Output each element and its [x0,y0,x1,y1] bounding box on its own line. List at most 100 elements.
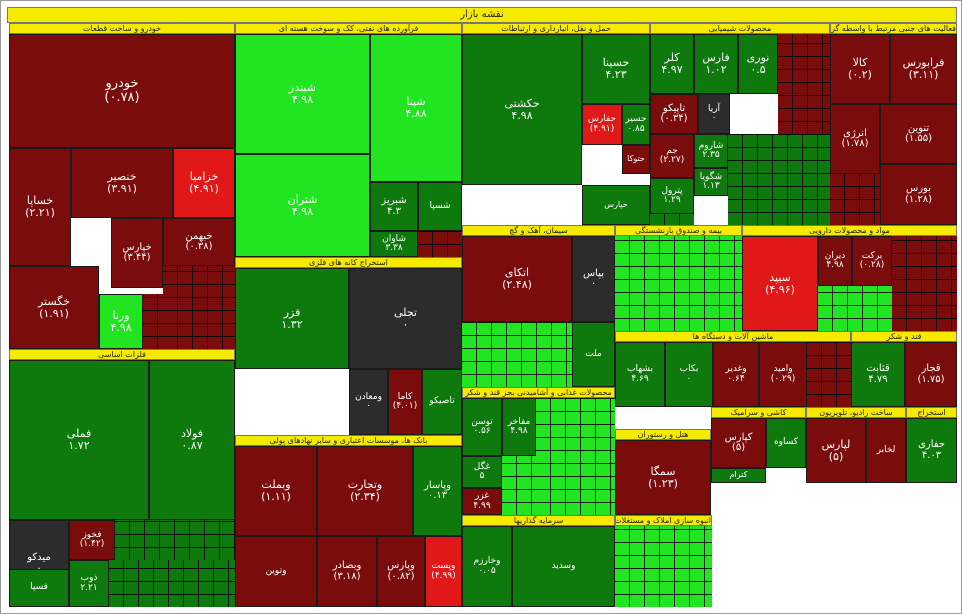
sector-label[interactable]: بیمه و صندوق بازنشستگی [615,225,742,236]
stock-tile[interactable]: لپارس (۵) [806,418,866,483]
stock-tile[interactable]: تاصیکو [422,369,462,435]
stock-tile[interactable]: وغدیر ۰.۶۴ [713,342,759,407]
stock-tile[interactable]: توسن ۰.۵۶ [462,398,502,456]
stock-tile[interactable]: وپارس (۰.۸۲) [377,536,425,607]
stock-tile[interactable]: فسپا [9,569,69,607]
small-stocks-mosaic[interactable] [418,231,462,257]
stock-tile[interactable]: خزامیا (۴.۹۱) [173,148,235,218]
stock-tile[interactable]: فارس ۱.۰۲ [694,34,738,94]
stock-tile[interactable]: ذوب ۲.۲۱ [69,560,109,607]
small-stocks-mosaic[interactable] [615,236,742,331]
stock-tile[interactable]: وسدید [512,526,615,607]
sector-label[interactable]: مواد و محصولات دارویی [742,225,957,236]
stock-tile[interactable]: جم (۲.۲۷) [650,134,694,178]
stock-tile[interactable]: فولاد ۰.۸۷ [149,360,235,520]
stock-tile[interactable]: حکشتی ۴.۹۸ [462,34,582,185]
stock-tile[interactable]: بکاب ۰ [665,342,713,407]
stock-tile[interactable]: پترول ۱.۲۹ [650,178,694,214]
stock-tile[interactable]: ومعادن ۰ [349,369,388,435]
sector-label[interactable]: فرآورده های نفتی، کک و سوخت هسته ای [235,23,462,34]
stock-tile[interactable]: خنصیر (۳.۹۱) [71,148,173,218]
stock-tile[interactable]: خودرو (۰.۷۸) [9,34,235,148]
stock-tile[interactable]: تاپیکو (۰.۳۴) [650,94,698,134]
stock-tile[interactable]: خپارس (۳.۴۴) [111,218,163,288]
stock-tile[interactable]: تنوین (۱.۵۵) [880,104,957,164]
sector-label[interactable]: محصولات غذایی و آشامیدنی بجز قند و شکر [462,387,615,398]
small-stocks-mosaic[interactable] [818,286,892,331]
stock-tile[interactable]: قثابت ۴.۷۹ [851,342,905,407]
stock-tile[interactable]: شتران ۴.۹۸ [235,154,370,257]
stock-tile[interactable]: ورنا ۴.۹۸ [99,294,143,349]
stock-tile[interactable]: وپاسار ۰.۱۳ [413,446,462,536]
stock-tile[interactable]: وبملت (۱.۱۱) [235,446,317,536]
stock-tile[interactable]: کالا (۰.۲) [830,34,890,104]
stock-tile[interactable]: وخارزم ۰.۰۵ [462,526,512,607]
stock-tile[interactable]: وتوین [235,536,317,607]
stock-tile[interactable]: فخوز (۱.۴۲) [69,520,115,560]
stock-tile[interactable]: اتکای (۲.۴۸) [462,236,572,322]
stock-tile[interactable]: شبریز ۴.۳ [370,182,418,231]
stock-tile[interactable]: فملی ۱.۷۲ [9,360,149,520]
stock-tile[interactable]: غگل ۵ [462,456,502,488]
stock-tile[interactable]: حفاری ۴.۰۳ [906,418,957,483]
stock-tile[interactable]: کپارس (۵) [711,418,766,468]
stock-tile[interactable]: سمگا (۱.۲۳) [615,440,711,515]
stock-tile[interactable]: انرژی (۱.۷۸) [830,104,880,174]
sector-label[interactable]: بانک ها، موسسات اعتباری و سایر نهادهای پ… [235,435,462,446]
sector-label[interactable]: خودرو و ساخت قطعات [9,23,235,34]
stock-tile[interactable]: آریا ۰ [698,94,730,134]
small-stocks-mosaic[interactable] [778,34,830,134]
sector-label[interactable]: فلزات اساسی [9,349,235,360]
small-stocks-mosaic[interactable] [892,236,957,331]
stock-tile[interactable]: لخابر [866,418,906,483]
sector-label[interactable]: قند و شکر [851,331,957,342]
small-stocks-mosaic[interactable] [163,266,235,349]
stock-tile[interactable]: شاروم ۲.۳۵ [694,134,728,168]
small-stocks-mosaic[interactable] [536,398,615,515]
sector-label[interactable]: کاشی و سرامیک [711,407,806,418]
stock-tile[interactable]: خبهمن (۰.۳۸) [163,218,235,266]
small-stocks-mosaic[interactable] [830,174,880,225]
sector-label[interactable]: استخراج کانه های فلزی [235,257,462,268]
sector-label[interactable]: سیمان، آهک و گچ [462,225,615,236]
small-stocks-mosaic[interactable] [502,456,536,515]
stock-tile[interactable]: کلر ۴.۹۷ [650,34,694,94]
sector-label[interactable]: هتل و رستوران [615,429,711,440]
stock-tile[interactable]: شگویا ۱.۱۳ [694,168,728,196]
sector-label[interactable]: ماشین آلات و دستگاه ها [615,331,851,342]
small-stocks-mosaic[interactable] [807,342,851,407]
stock-tile[interactable]: تجلی ۰ [349,268,462,369]
sector-label[interactable]: انبوه سازی املاک و مستغلات [615,515,712,526]
stock-tile[interactable]: وامید (۰.۲۹) [759,342,807,407]
stock-tile[interactable]: شسپا [418,182,462,231]
stock-tile[interactable]: نوری ۰.۵ [738,34,778,94]
stock-tile[interactable]: برکت (۰.۲۸) [852,236,892,286]
small-stocks-mosaic[interactable] [115,520,235,560]
stock-tile[interactable]: حسیر ۰.۸۵ [622,104,650,145]
stock-tile[interactable]: شپنا ۴.۸۸ [370,34,462,182]
small-stocks-mosaic[interactable] [650,214,694,225]
small-stocks-mosaic[interactable] [615,526,712,607]
stock-tile[interactable]: ملت [572,322,615,387]
stock-tile[interactable]: وبصادر (۳.۱۸) [317,536,377,607]
stock-tile[interactable]: کترام [711,468,766,483]
stock-tile[interactable]: قجار (۱.۷۵) [905,342,957,407]
stock-tile[interactable]: وپست (۴.۹۹) [425,536,462,607]
stock-tile[interactable]: شاوان ۳.۳۸ [370,231,418,257]
stock-tile[interactable]: خگستر (۱.۹۱) [9,266,99,349]
sector-label[interactable]: سرمایه گذاریها [462,515,615,526]
stock-tile[interactable]: وتجارت (۲.۳۴) [317,446,413,536]
sector-label[interactable]: فعالیت های جنبی مرتبط با واسطه گری های م… [830,23,957,34]
small-stocks-mosaic[interactable] [143,294,163,349]
stock-tile[interactable]: دیران ۴.۹۸ [818,236,852,286]
stock-tile[interactable]: بشهاب ۴.۶۹ [615,342,665,407]
small-stocks-mosaic[interactable] [728,134,830,225]
stock-tile[interactable]: مفاخر ۴.۹۸ [502,398,536,456]
stock-tile[interactable]: فرابورس (۳.۱۱) [890,34,957,104]
sector-label[interactable]: محصولات شیمیایی [650,23,830,34]
stock-tile[interactable]: حسینا ۴.۲۳ [582,34,650,104]
sector-label[interactable]: استخراج [906,407,957,418]
stock-tile[interactable]: کساوه [766,418,806,468]
stock-tile[interactable]: غزر ۴.۹۹ [462,488,502,515]
stock-tile[interactable]: حتوکا [622,145,650,174]
